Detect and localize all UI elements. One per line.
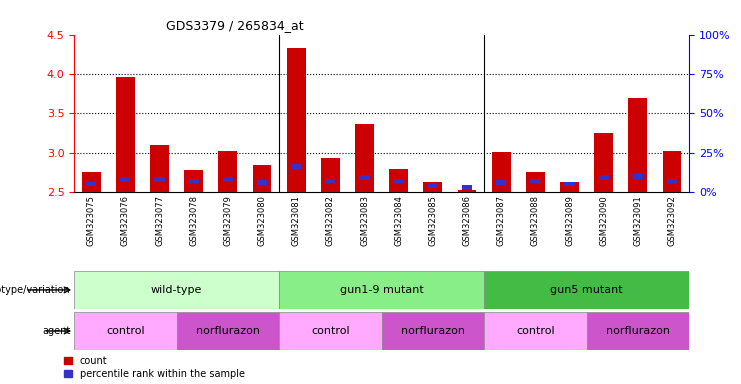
Bar (667, 179, 677, 183)
Bar (531, 179, 540, 183)
Bar (74, 312, 176, 350)
Bar (150, 145, 169, 192)
Bar (120, 177, 130, 182)
Bar (633, 174, 643, 179)
Text: norflurazon: norflurazon (196, 326, 260, 336)
Bar (116, 77, 135, 192)
Bar (154, 177, 165, 182)
Text: control: control (106, 326, 144, 336)
Bar (257, 180, 268, 185)
Bar (188, 179, 199, 183)
Bar (253, 165, 271, 192)
Bar (560, 182, 579, 192)
Bar (359, 175, 370, 180)
Bar (428, 183, 438, 188)
Text: genotype/variation: genotype/variation (0, 285, 70, 295)
Bar (565, 182, 575, 187)
Bar (462, 185, 472, 190)
Legend: count, percentile rank within the sample: count, percentile rank within the sample (64, 356, 245, 379)
Text: agent: agent (42, 326, 70, 336)
Text: wild-type: wild-type (151, 285, 202, 295)
Bar (382, 312, 484, 350)
Bar (423, 182, 442, 192)
Bar (321, 158, 340, 192)
Bar (279, 312, 382, 350)
Bar (325, 179, 336, 183)
Bar (496, 180, 506, 185)
Bar (389, 169, 408, 192)
Bar (484, 312, 587, 350)
Bar (176, 312, 279, 350)
Text: control: control (311, 326, 350, 336)
Bar (492, 152, 511, 192)
Bar (628, 98, 648, 192)
Text: gun1-9 mutant: gun1-9 mutant (339, 285, 424, 295)
Bar (484, 271, 689, 309)
Text: GDS3379 / 265834_at: GDS3379 / 265834_at (166, 19, 304, 32)
Text: norflurazon: norflurazon (606, 326, 670, 336)
Bar (279, 271, 484, 309)
Bar (287, 48, 305, 192)
Text: control: control (516, 326, 555, 336)
Text: gun5 mutant: gun5 mutant (551, 285, 623, 295)
Bar (526, 172, 545, 192)
Bar (86, 182, 96, 187)
Bar (393, 179, 404, 183)
Bar (355, 124, 374, 192)
Bar (291, 164, 302, 169)
Bar (82, 172, 101, 192)
Bar (587, 312, 689, 350)
Bar (223, 177, 233, 182)
Bar (185, 170, 203, 192)
Bar (219, 151, 237, 192)
Text: norflurazon: norflurazon (401, 326, 465, 336)
Bar (74, 271, 279, 309)
Bar (458, 190, 476, 192)
Bar (662, 151, 682, 192)
Bar (594, 133, 613, 192)
Bar (599, 175, 609, 180)
